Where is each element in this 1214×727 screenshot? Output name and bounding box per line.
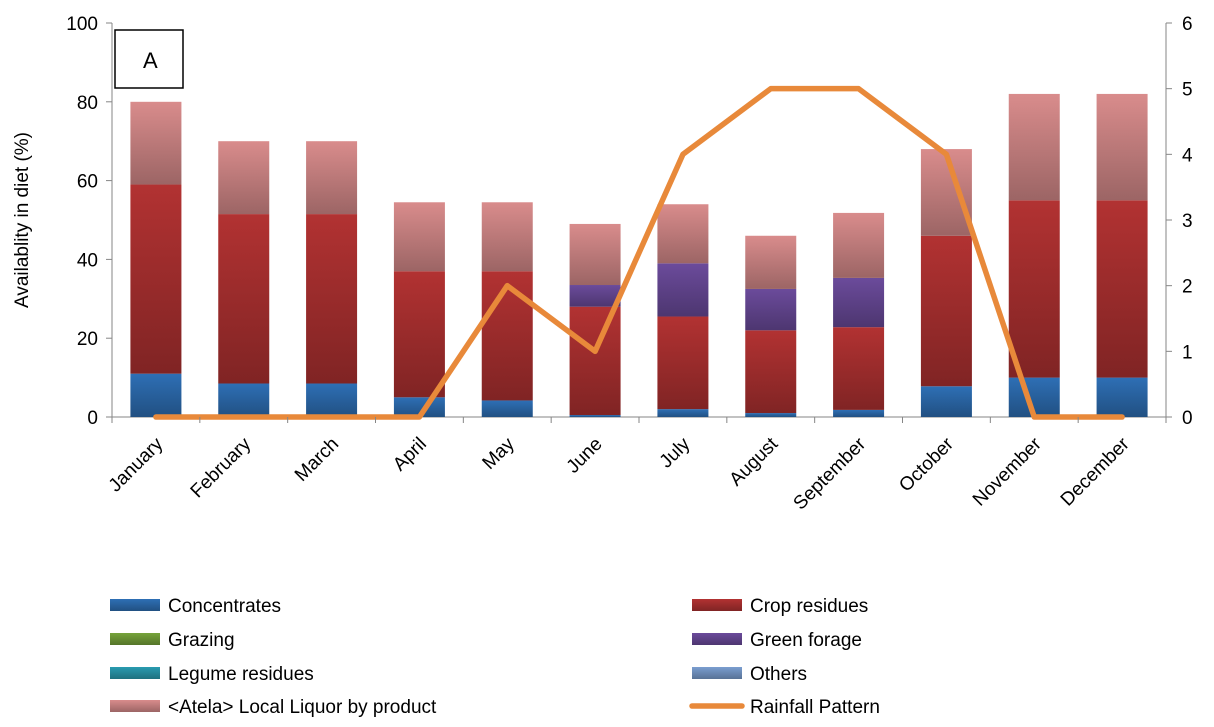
legend-swatch-legume-residues xyxy=(110,667,160,679)
bar-atela-local-liquor-by-product-june xyxy=(570,224,621,285)
x-tick-label-september: September xyxy=(790,433,871,514)
x-tick-label-april: April xyxy=(389,434,431,476)
y2-tick-label: 1 xyxy=(1182,342,1193,363)
legend-label-crop-residues: Crop residues xyxy=(750,596,868,617)
x-tick-label-december: December xyxy=(1057,433,1134,510)
y2-tick-label: 6 xyxy=(1182,14,1193,35)
y2-tick-label: 4 xyxy=(1182,145,1193,166)
bar-crop-residues-january xyxy=(130,185,181,374)
y-tick-label: 80 xyxy=(77,93,98,114)
bar-green-forage-august xyxy=(745,289,796,330)
bar-concentrates-may xyxy=(482,400,533,417)
x-tick-label-october: October xyxy=(895,433,958,496)
bar-crop-residues-june xyxy=(570,307,621,415)
x-tick-label-november: November xyxy=(969,433,1046,510)
legend-swatch-green-forage xyxy=(692,633,742,645)
y2-tick-label: 2 xyxy=(1182,277,1193,298)
legend-swatch-crop-residues xyxy=(692,599,742,611)
bar-atela-local-liquor-by-product-february xyxy=(218,141,269,214)
legend-label-green-forage: Green forage xyxy=(750,630,862,651)
bar-concentrates-march xyxy=(306,384,357,417)
bar-concentrates-february xyxy=(218,384,269,417)
bar-concentrates-december xyxy=(1097,378,1148,417)
axes-group xyxy=(112,23,1166,417)
bar-crop-residues-september xyxy=(833,327,884,410)
x-tick-label-may: May xyxy=(479,433,520,474)
legend-swatch-grazing xyxy=(110,633,160,645)
bar-atela-local-liquor-by-product-july xyxy=(657,204,708,263)
panel-label: A xyxy=(143,48,158,73)
legend: Concentrates Crop residues Grazing Green fo… xyxy=(110,596,880,718)
x-tick-label-june: June xyxy=(563,434,607,478)
legend-label-others: Others xyxy=(750,664,807,685)
rainfall-line xyxy=(156,89,1122,417)
bar-atela-local-liquor-by-product-august xyxy=(745,236,796,289)
bar-concentrates-january xyxy=(130,374,181,417)
y2-tick-label: 3 xyxy=(1182,211,1193,232)
bar-atela-local-liquor-by-product-january xyxy=(130,102,181,185)
y-tick-label: 0 xyxy=(87,408,98,429)
bar-crop-residues-august xyxy=(745,330,796,413)
bar-crop-residues-november xyxy=(1009,200,1060,377)
legend-swatch-others xyxy=(692,667,742,679)
bar-crop-residues-december xyxy=(1097,200,1148,377)
x-tick-label-july: July xyxy=(656,433,695,472)
bar-atela-local-liquor-by-product-september xyxy=(833,213,884,278)
bar-crop-residues-october xyxy=(921,236,972,387)
bar-concentrates-september xyxy=(833,410,884,417)
y-axis-label: Availablity in diet (%) xyxy=(12,132,33,308)
legend-label-concentrates: Concentrates xyxy=(168,596,281,617)
bar-green-forage-june xyxy=(570,285,621,307)
x-tick-label-august: August xyxy=(726,433,783,490)
legend-label-legume-residues: Legume residues xyxy=(168,664,314,685)
y-tick-label: 40 xyxy=(77,250,98,271)
bar-atela-local-liquor-by-product-may xyxy=(482,202,533,271)
bar-concentrates-june xyxy=(570,415,621,417)
x-tick-label-january: January xyxy=(105,433,168,496)
legend-label-rainfall-pattern: Rainfall Pattern xyxy=(750,697,880,718)
bar-crop-residues-march xyxy=(306,214,357,383)
bar-atela-local-liquor-by-product-march xyxy=(306,141,357,214)
legend-label-atela-local-liquor-by-product: <Atela> Local Liquor by product xyxy=(168,697,437,718)
x-tick-label-march: March xyxy=(291,434,343,486)
bar-concentrates-october xyxy=(921,386,972,417)
bar-concentrates-august xyxy=(745,413,796,417)
bar-concentrates-july xyxy=(657,409,708,417)
rainfall-line-group xyxy=(156,89,1122,418)
y-tick-label: 100 xyxy=(66,14,98,35)
bar-atela-local-liquor-by-product-april xyxy=(394,202,445,271)
legend-swatch-concentrates xyxy=(110,599,160,611)
legend-label-grazing: Grazing xyxy=(168,630,235,651)
bar-crop-residues-february xyxy=(218,214,269,383)
x-tick-label-february: February xyxy=(187,433,256,502)
y2-tick-label: 0 xyxy=(1182,408,1193,429)
bar-green-forage-july xyxy=(657,263,708,316)
y-tick-label: 60 xyxy=(77,172,98,193)
bar-crop-residues-april xyxy=(394,271,445,397)
legend-swatch-atela-local-liquor-by-product xyxy=(110,700,160,712)
bar-atela-local-liquor-by-product-december xyxy=(1097,94,1148,200)
bar-crop-residues-july xyxy=(657,317,708,410)
y2-tick-label: 5 xyxy=(1182,80,1193,101)
bar-green-forage-september xyxy=(833,278,884,327)
bar-atela-local-liquor-by-product-november xyxy=(1009,94,1060,200)
y-tick-label: 20 xyxy=(77,329,98,350)
